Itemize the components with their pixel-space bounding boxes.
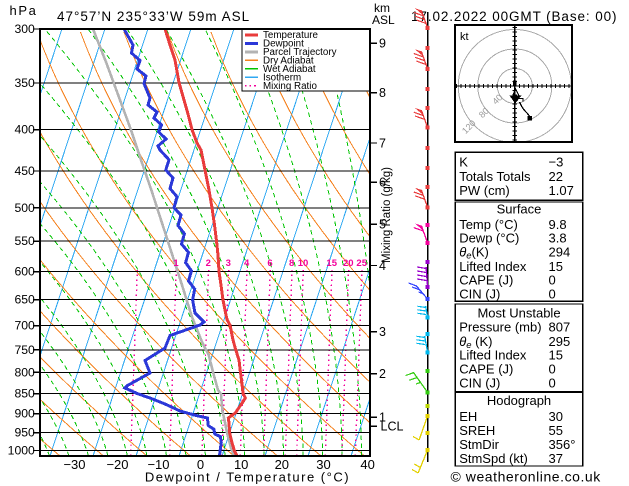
svg-text:2: 2 <box>206 258 211 269</box>
svg-text:CAPE (J): CAPE (J) <box>459 362 513 377</box>
svg-text:22: 22 <box>549 169 563 184</box>
svg-text:hPa: hPa <box>10 3 38 18</box>
svg-text:Mixing Ratio: Mixing Ratio <box>263 81 317 92</box>
svg-text:300: 300 <box>14 22 35 36</box>
svg-text:800: 800 <box>14 365 35 379</box>
svg-text:0: 0 <box>549 273 556 288</box>
svg-text:1: 1 <box>173 258 179 269</box>
svg-text:15: 15 <box>549 259 563 274</box>
svg-text:Pressure (mb): Pressure (mb) <box>459 320 541 335</box>
svg-text:StmDir: StmDir <box>459 437 499 452</box>
svg-text:750: 750 <box>14 343 35 357</box>
svg-text:9.8: 9.8 <box>549 217 567 232</box>
svg-text:40: 40 <box>360 457 374 472</box>
svg-text:1.07: 1.07 <box>549 183 574 198</box>
svg-text:3: 3 <box>379 325 386 339</box>
svg-text:10: 10 <box>234 457 248 472</box>
svg-text:17.02.2022 00GMT (Base: 00): 17.02.2022 00GMT (Base: 00) <box>411 9 617 24</box>
svg-text:0: 0 <box>197 457 204 472</box>
svg-text:Dry Adiabat: Dry Adiabat <box>263 56 314 67</box>
svg-text:30: 30 <box>549 409 563 424</box>
svg-text:Wet Adiabat: Wet Adiabat <box>263 64 316 75</box>
svg-text:25: 25 <box>356 258 367 269</box>
svg-text:−30: −30 <box>63 457 85 472</box>
svg-text:0: 0 <box>549 286 556 301</box>
svg-text:−20: −20 <box>106 457 128 472</box>
svg-text:K: K <box>459 155 468 170</box>
svg-text:Temperature: Temperature <box>263 30 319 41</box>
svg-text:9: 9 <box>379 36 386 50</box>
svg-text:StmSpd (kt): StmSpd (kt) <box>459 451 528 466</box>
svg-text:6: 6 <box>267 258 272 269</box>
svg-text:7: 7 <box>379 136 386 150</box>
svg-text:2: 2 <box>379 367 386 381</box>
svg-text:6: 6 <box>379 176 386 190</box>
svg-text:kt: kt <box>460 31 469 43</box>
svg-text:Dewpoint: Dewpoint <box>263 39 304 50</box>
svg-text:Parcel Trajectory: Parcel Trajectory <box>263 47 337 58</box>
svg-text:8: 8 <box>379 86 386 100</box>
svg-text:600: 600 <box>14 265 35 279</box>
svg-text:400: 400 <box>14 123 35 137</box>
svg-text:900: 900 <box>14 407 35 421</box>
svg-text:SREH: SREH <box>459 423 495 438</box>
svg-text:−3: −3 <box>549 155 564 170</box>
svg-text:ASL: ASL <box>372 13 395 27</box>
svg-text:km: km <box>374 1 390 15</box>
svg-text:295: 295 <box>549 334 571 349</box>
svg-text:20: 20 <box>343 258 354 269</box>
svg-text:37: 37 <box>549 451 563 466</box>
svg-text:Temp (°C): Temp (°C) <box>459 217 518 232</box>
svg-text:PW (cm): PW (cm) <box>459 183 510 198</box>
svg-text:4: 4 <box>379 259 386 273</box>
svg-text:500: 500 <box>14 201 35 215</box>
svg-text:55: 55 <box>549 423 563 438</box>
svg-text:30: 30 <box>316 457 330 472</box>
svg-text:350: 350 <box>14 76 35 90</box>
svg-text:θe (K): θe (K) <box>459 334 492 351</box>
svg-text:EH: EH <box>459 409 477 424</box>
svg-text:0: 0 <box>549 362 556 377</box>
svg-text:Mixing Ratio (g/kg): Mixing Ratio (g/kg) <box>381 167 393 263</box>
svg-text:Surface: Surface <box>497 201 542 216</box>
svg-text:15: 15 <box>549 348 563 363</box>
svg-text:15: 15 <box>326 258 337 269</box>
svg-text:5: 5 <box>379 218 386 232</box>
svg-text:3.8: 3.8 <box>549 231 567 246</box>
svg-text:Most Unstable: Most Unstable <box>477 306 560 321</box>
svg-text:356°: 356° <box>549 437 576 452</box>
svg-text:950: 950 <box>14 426 35 440</box>
svg-text:Lifted Index: Lifted Index <box>459 348 527 363</box>
svg-text:Totals Totals: Totals Totals <box>459 169 531 184</box>
svg-text:CIN (J): CIN (J) <box>459 286 500 301</box>
svg-text:650: 650 <box>14 293 35 307</box>
svg-text:Lifted Index: Lifted Index <box>459 259 527 274</box>
svg-text:4: 4 <box>244 258 250 269</box>
svg-text:47°57’N 235°33’W 59m ASL: 47°57’N 235°33’W 59m ASL <box>57 9 250 24</box>
svg-text:294: 294 <box>549 245 571 260</box>
svg-text:CIN (J): CIN (J) <box>459 376 500 391</box>
svg-text:Dewp (°C): Dewp (°C) <box>459 231 519 246</box>
svg-text:Hodograph: Hodograph <box>487 393 551 408</box>
svg-text:1000: 1000 <box>8 444 35 458</box>
svg-text:20: 20 <box>275 457 289 472</box>
svg-text:850: 850 <box>14 387 35 401</box>
svg-text:Dewpoint / Temperature (°C): Dewpoint / Temperature (°C) <box>145 470 350 485</box>
svg-text:450: 450 <box>14 164 35 178</box>
svg-text:10: 10 <box>298 258 309 269</box>
svg-text:CAPE (J): CAPE (J) <box>459 273 513 288</box>
svg-text:© weatheronline.co.uk: © weatheronline.co.uk <box>451 469 602 485</box>
svg-text:0: 0 <box>549 376 556 391</box>
svg-text:Isotherm: Isotherm <box>263 73 301 84</box>
svg-text:8: 8 <box>289 258 294 269</box>
svg-text:807: 807 <box>549 320 571 335</box>
svg-text:1: 1 <box>379 411 386 425</box>
svg-text:3: 3 <box>226 258 231 269</box>
svg-text:550: 550 <box>14 234 35 248</box>
svg-text:−10: −10 <box>147 457 169 472</box>
svg-text:LCL: LCL <box>381 420 404 434</box>
svg-text:700: 700 <box>14 319 35 333</box>
